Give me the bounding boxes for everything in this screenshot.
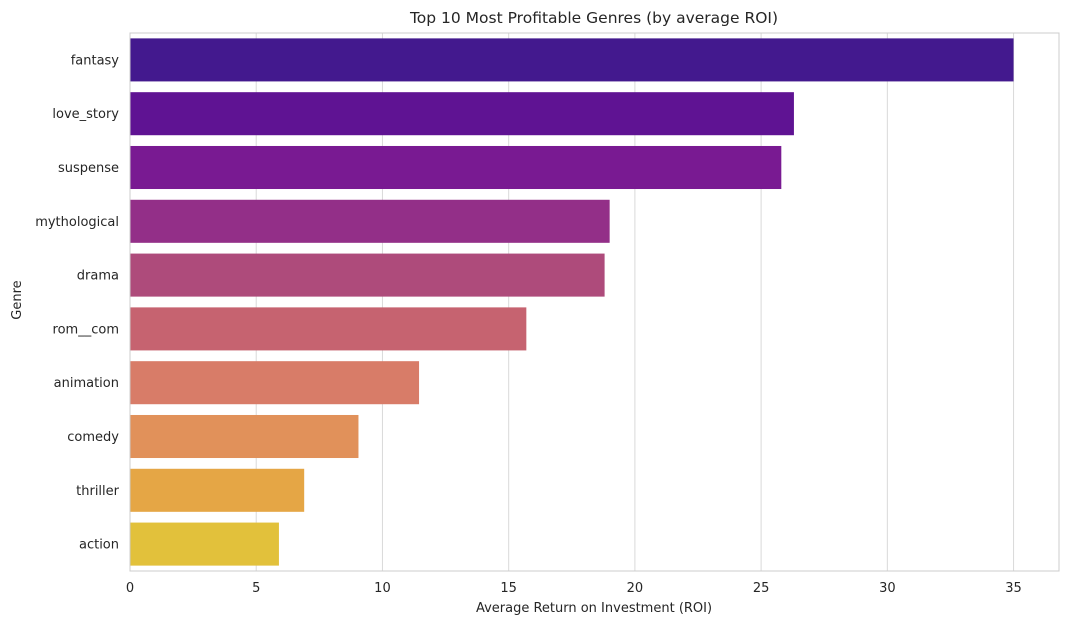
x-tick-label: 0 [126, 581, 134, 596]
x-tick-label: 20 [627, 581, 644, 596]
y-axis-label: Genre [10, 280, 25, 319]
y-tick-label: action [79, 538, 119, 553]
y-tick-label: animation [54, 376, 119, 391]
bar-drama [130, 253, 605, 297]
tick-labels: 0 5 10 15 20 25 30 35 fantasy love_story suspense m… [35, 53, 1022, 596]
bar-mythological [130, 199, 610, 243]
y-tick-label: love_story [52, 107, 119, 122]
y-tick-label: drama [77, 269, 119, 284]
bar-suspense [130, 145, 782, 190]
y-tick-label: rom__com [53, 322, 119, 337]
bar-fantasy [130, 38, 1014, 82]
y-tick-label: mythological [35, 215, 119, 230]
x-tick-label: 25 [753, 581, 770, 596]
x-tick-label: 5 [252, 581, 260, 596]
y-tick-label: suspense [58, 161, 119, 176]
plot-frame [129, 32, 1060, 572]
bar-thriller [130, 468, 305, 512]
axes-frame [129, 32, 1060, 572]
chart-title: Top 10 Most Profitable Genres (by averag… [409, 9, 778, 27]
x-axis-label: Average Return on Investment (ROI) [476, 601, 712, 616]
x-tick-label: 10 [374, 581, 391, 596]
bar-comedy [130, 414, 359, 459]
bar-love-story [130, 92, 794, 136]
bar-action [130, 522, 279, 566]
x-tick-label: 35 [1005, 581, 1022, 596]
y-tick-label: thriller [76, 484, 120, 499]
x-tick-label: 15 [500, 581, 517, 596]
bar-animation [130, 361, 420, 405]
y-tick-label: comedy [67, 430, 119, 445]
bar-rom--com [130, 307, 527, 351]
x-tick-label: 30 [879, 581, 896, 596]
y-tick-label: fantasy [71, 53, 120, 68]
bars [130, 38, 1014, 566]
